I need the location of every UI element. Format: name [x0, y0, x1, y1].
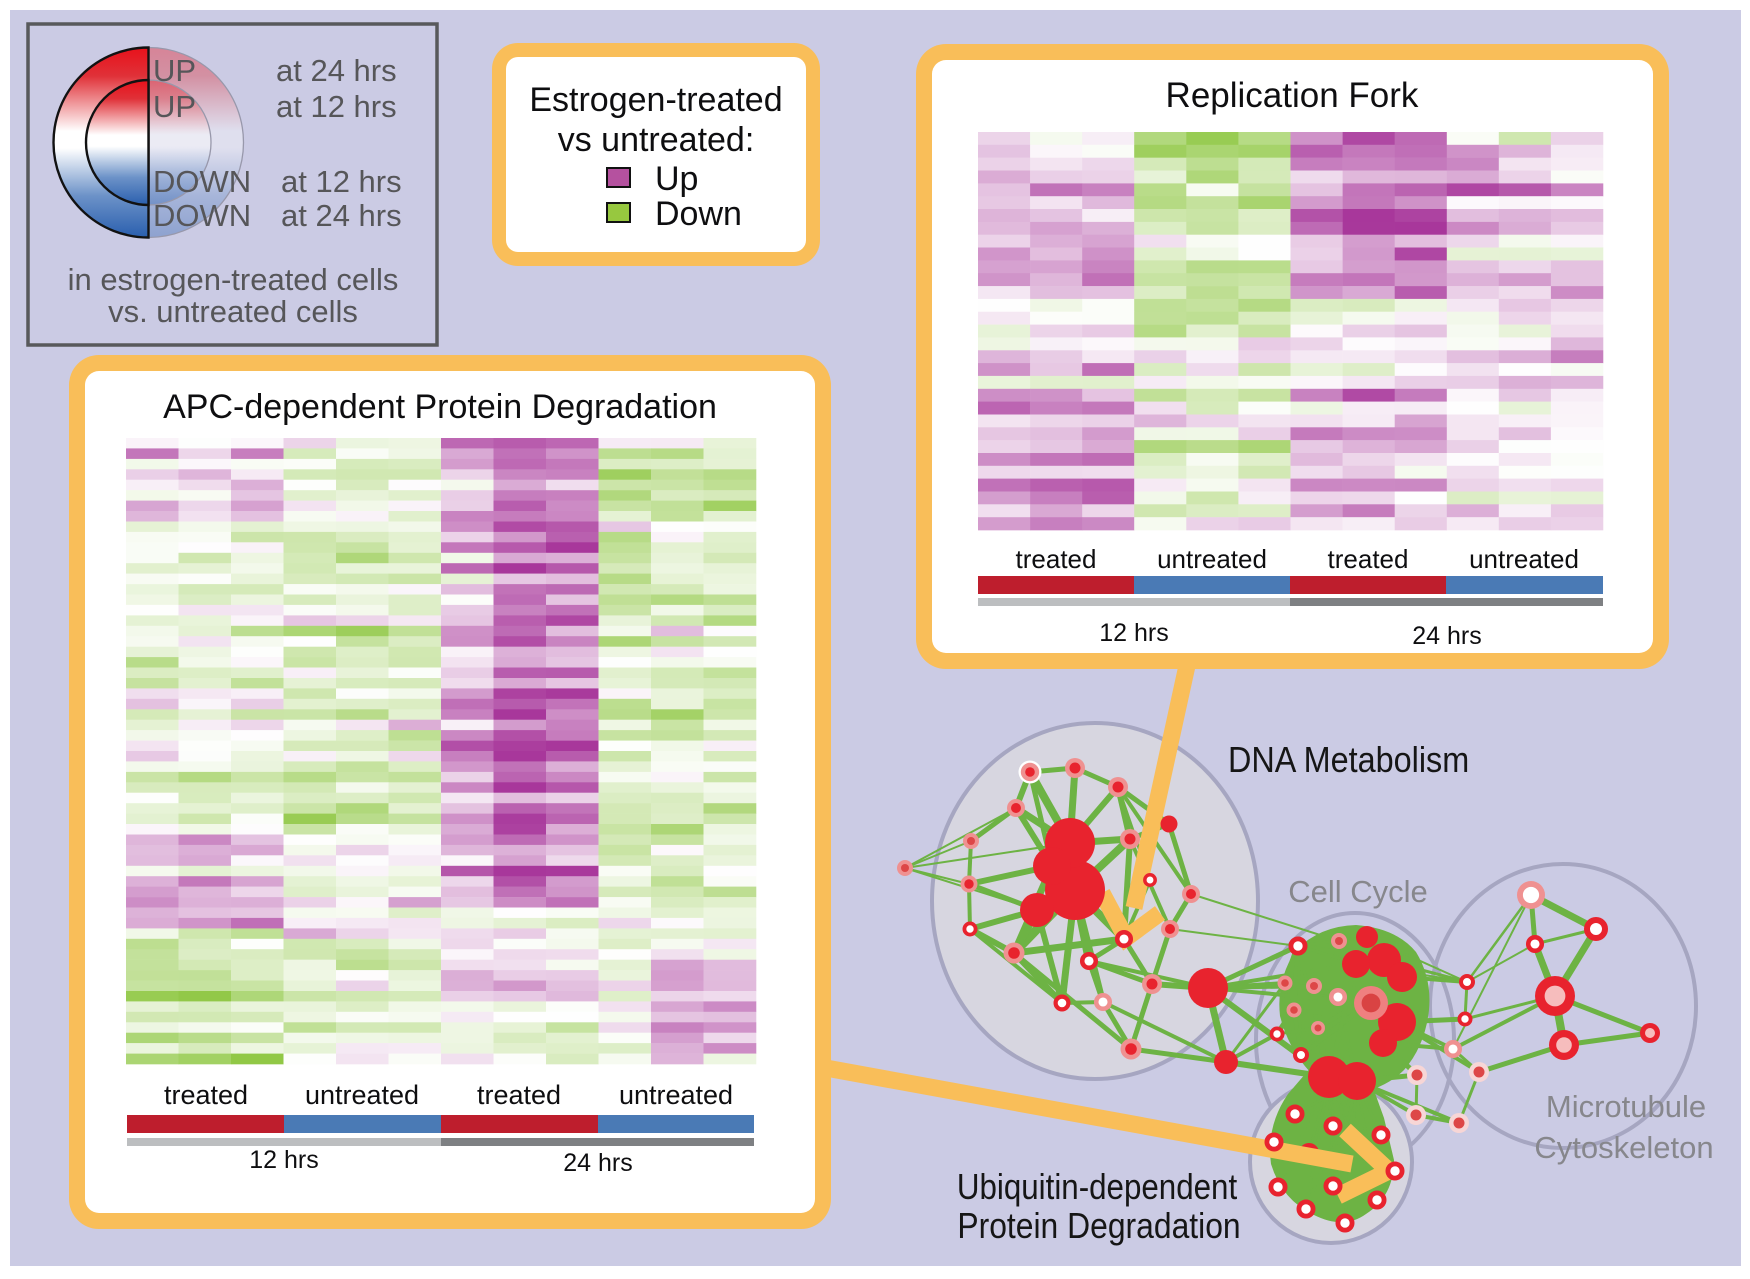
- svg-text:Estrogen-treated: Estrogen-treated: [529, 81, 782, 119]
- svg-text:24 hrs: 24 hrs: [563, 1149, 632, 1177]
- svg-text:at 12 hrs: at 12 hrs: [281, 164, 402, 199]
- svg-text:UP: UP: [153, 89, 196, 124]
- svg-text:Microtubule: Microtubule: [1546, 1089, 1706, 1124]
- svg-text:untreated: untreated: [305, 1080, 419, 1110]
- svg-text:24 hrs: 24 hrs: [1412, 622, 1481, 650]
- svg-text:DOWN: DOWN: [153, 198, 251, 233]
- svg-text:DNA Metabolism: DNA Metabolism: [1228, 740, 1469, 780]
- svg-text:vs. untreated cells: vs. untreated cells: [108, 294, 358, 329]
- svg-text:Cell Cycle: Cell Cycle: [1288, 874, 1428, 909]
- svg-text:at 24 hrs: at 24 hrs: [276, 53, 397, 88]
- svg-text:Replication Fork: Replication Fork: [1166, 76, 1419, 115]
- svg-text:APC-dependent Protein Degradat: APC-dependent Protein Degradation: [163, 388, 717, 426]
- svg-text:untreated: untreated: [1469, 544, 1579, 574]
- svg-text:Up: Up: [655, 160, 698, 198]
- svg-text:treated: treated: [1328, 544, 1409, 574]
- svg-text:Cytoskeleton: Cytoskeleton: [1534, 1130, 1713, 1165]
- svg-text:treated: treated: [1016, 544, 1097, 574]
- svg-text:12 hrs: 12 hrs: [249, 1146, 318, 1174]
- svg-text:treated: treated: [477, 1080, 561, 1110]
- svg-text:vs untreated:: vs untreated:: [558, 121, 755, 159]
- svg-text:Protein Degradation: Protein Degradation: [957, 1206, 1240, 1246]
- svg-text:12 hrs: 12 hrs: [1099, 619, 1168, 647]
- svg-text:Down: Down: [655, 195, 742, 233]
- svg-text:untreated: untreated: [1157, 544, 1267, 574]
- svg-text:at 12 hrs: at 12 hrs: [276, 89, 397, 124]
- svg-text:in estrogen-treated cells: in estrogen-treated cells: [68, 262, 399, 297]
- svg-text:at 24 hrs: at 24 hrs: [281, 198, 402, 233]
- svg-text:treated: treated: [164, 1080, 248, 1110]
- svg-text:Ubiquitin-dependent: Ubiquitin-dependent: [957, 1167, 1238, 1208]
- svg-text:DOWN: DOWN: [153, 164, 251, 199]
- svg-text:untreated: untreated: [619, 1080, 733, 1110]
- svg-text:UP: UP: [153, 53, 196, 88]
